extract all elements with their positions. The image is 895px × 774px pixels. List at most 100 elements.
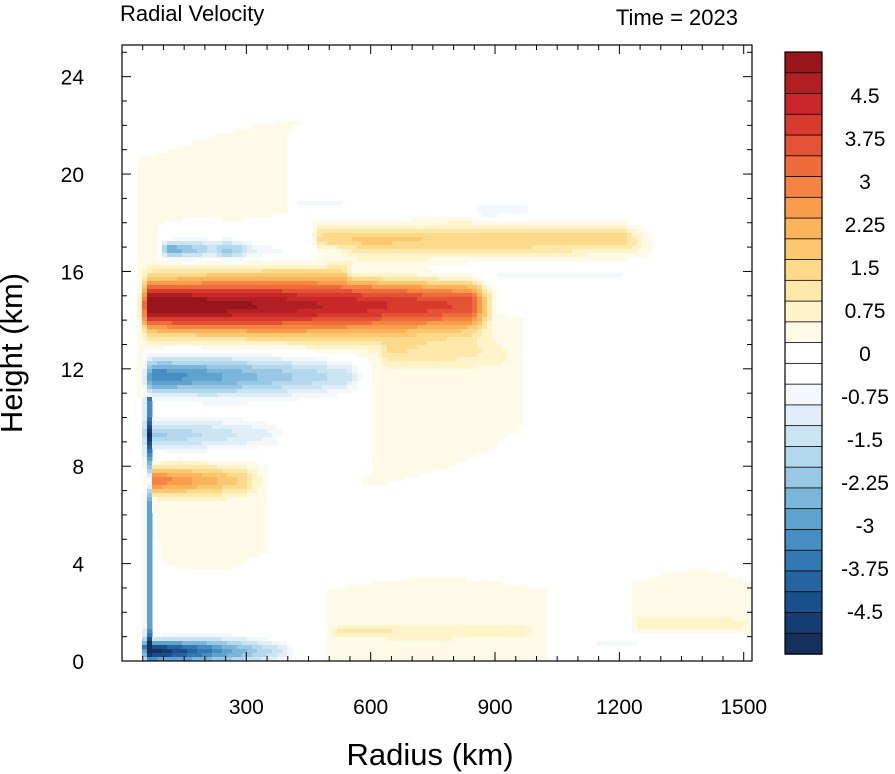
heatmap-cell: [282, 321, 288, 326]
heatmap-cell: [407, 469, 413, 474]
heatmap-cell: [182, 337, 188, 342]
heatmap-cell: [492, 341, 498, 346]
heatmap-cell: [197, 381, 203, 386]
heatmap-cell: [372, 253, 378, 258]
heatmap-cell: [282, 269, 288, 274]
heatmap-cell: [172, 497, 178, 502]
heatmap-cell: [337, 317, 343, 322]
heatmap-cell: [242, 153, 248, 158]
heatmap-cell: [382, 249, 388, 254]
heatmap-cell: [497, 381, 503, 386]
heatmap-cell: [262, 441, 268, 446]
heatmap-cell: [147, 197, 153, 202]
heatmap-cell: [262, 193, 268, 198]
heatmap-cell: [307, 365, 313, 370]
heatmap-cell: [377, 449, 383, 454]
heatmap-cell: [492, 237, 498, 242]
heatmap-cell: [207, 309, 213, 314]
heatmap-cell: [452, 293, 458, 298]
heatmap-cell: [587, 245, 593, 250]
heatmap-cell: [222, 481, 228, 486]
heatmap-cell: [257, 129, 263, 134]
heatmap-cell: [422, 233, 428, 238]
heatmap-cell: [377, 381, 383, 386]
heatmap-cell: [392, 321, 398, 326]
heatmap-cell: [242, 333, 248, 338]
heatmap-cell: [587, 237, 593, 242]
heatmap-cell: [407, 461, 413, 466]
heatmap-cell: [152, 421, 158, 426]
heatmap-cell: [337, 325, 343, 330]
heatmap-cell: [267, 429, 273, 434]
heatmap-cell: [602, 233, 608, 238]
heatmap-cell: [422, 253, 428, 258]
heatmap-cell: [492, 401, 498, 406]
heatmap-cell: [172, 253, 178, 258]
heatmap-cell: [157, 177, 163, 182]
heatmap-cell: [597, 245, 603, 250]
heatmap-cell: [137, 213, 143, 218]
heatmap-cell: [397, 473, 403, 478]
heatmap-cell: [252, 337, 258, 342]
heatmap-cell: [532, 257, 538, 262]
heatmap-cell: [312, 389, 318, 394]
heatmap-cell: [482, 365, 488, 370]
heatmap-cell: [217, 137, 223, 142]
heatmap-cell: [167, 297, 173, 302]
heatmap-cell: [432, 281, 438, 286]
heatmap-cell: [152, 485, 158, 490]
heatmap-cell: [552, 241, 558, 246]
heatmap-cell: [422, 405, 428, 410]
heatmap-cell: [437, 245, 443, 250]
heatmap-cell: [197, 265, 203, 270]
heatmap-cell: [412, 401, 418, 406]
heatmap-cell: [142, 497, 148, 502]
heatmap-cell: [147, 317, 153, 322]
heatmap-cell: [457, 341, 463, 346]
heatmap-cell: [437, 313, 443, 318]
heatmap-cell: [217, 465, 223, 470]
heatmap-cell: [222, 333, 228, 338]
heatmap-cell: [197, 393, 203, 398]
heatmap-cell: [252, 149, 258, 154]
heatmap-cell: [147, 329, 153, 334]
heatmap-cell: [447, 217, 453, 222]
heatmap-cell: [472, 389, 478, 394]
heatmap-cell: [422, 225, 428, 230]
heatmap-cell: [417, 377, 423, 382]
heatmap-cell: [227, 401, 233, 406]
heatmap-cell: [402, 393, 408, 398]
heatmap-cell: [167, 493, 173, 498]
heatmap-cell: [267, 357, 273, 362]
heatmap-cell: [457, 325, 463, 330]
heatmap-cell: [282, 129, 288, 134]
heatmap-cell: [187, 437, 193, 442]
heatmap-cell: [377, 249, 383, 254]
heatmap-cell: [412, 389, 418, 394]
heatmap-cell: [277, 185, 283, 190]
heatmap-cell: [362, 249, 368, 254]
heatmap-cell: [442, 257, 448, 262]
heatmap-cell: [202, 485, 208, 490]
heatmap-cell: [227, 497, 233, 502]
heatmap-cell: [337, 237, 343, 242]
heatmap-cell: [422, 249, 428, 254]
heatmap-cell: [437, 337, 443, 342]
heatmap-cell: [192, 381, 198, 386]
heatmap-cell: [517, 357, 523, 362]
heatmap-cell: [417, 345, 423, 350]
heatmap-cell: [207, 445, 213, 450]
heatmap-cell: [422, 421, 428, 426]
heatmap-cell: [182, 513, 188, 518]
heatmap-cell: [347, 329, 353, 334]
heatmap-cell: [357, 301, 363, 306]
heatmap-cell: [142, 193, 148, 198]
heatmap-cell: [392, 469, 398, 474]
heatmap-cell: [472, 409, 478, 414]
heatmap-cell: [262, 437, 268, 442]
heatmap-cell: [177, 457, 183, 462]
heatmap-cell: [252, 357, 258, 362]
heatmap-cell: [277, 345, 283, 350]
heatmap-cell: [447, 401, 453, 406]
heatmap-cell: [422, 369, 428, 374]
